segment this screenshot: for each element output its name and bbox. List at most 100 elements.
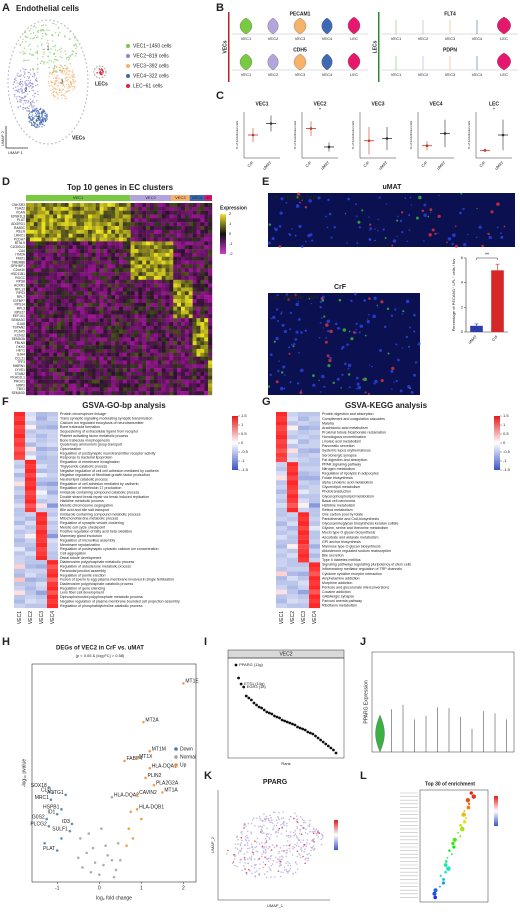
umap-cell — [314, 830, 317, 832]
heatmap-cell — [60, 302, 65, 307]
heatmap-cell — [84, 272, 89, 277]
heatmap-cell — [47, 520, 58, 526]
umap-cell — [283, 869, 286, 871]
term-label: Regulation of lipolysis in adipocytes — [322, 471, 379, 475]
umap-cell — [37, 30, 40, 32]
umap-cell — [60, 91, 62, 93]
heatmap-cell — [130, 318, 135, 323]
heatmap-cell — [134, 268, 139, 273]
umap-cell — [240, 836, 243, 839]
heatmap-cell — [37, 264, 42, 269]
point — [239, 682, 243, 686]
heatmap-cell — [84, 241, 89, 246]
heatmap-cell — [126, 341, 131, 346]
colorbar-tick-label: -1.5 — [241, 467, 249, 472]
term-label: Ascorbate and aldarate metabolism — [322, 535, 379, 539]
heatmap-cell — [64, 352, 69, 357]
point — [135, 757, 139, 760]
heatmap-cell — [208, 287, 213, 292]
heatmap-cell — [41, 252, 46, 257]
umap-cell — [37, 124, 39, 127]
stain — [410, 204, 413, 206]
stain — [408, 214, 411, 217]
umap-cell — [282, 811, 284, 813]
heatmap-cell — [99, 341, 104, 346]
heatmap-cell — [200, 264, 205, 269]
umap-cell — [34, 122, 37, 125]
heatmap-cell — [72, 352, 77, 357]
heatmap-cell — [111, 391, 116, 396]
point — [316, 736, 320, 740]
umap-cell — [26, 93, 29, 95]
heatmap-cell — [53, 226, 58, 231]
heatmap-cell — [103, 329, 108, 334]
heatmap-cell — [298, 566, 309, 572]
heatmap-cell — [36, 573, 47, 578]
heatmap-cell — [37, 214, 42, 219]
heatmap-cell — [103, 210, 108, 215]
term-label: Nitrogen metabolism — [322, 467, 355, 471]
heatmap-cell — [64, 299, 69, 304]
heatmap-cell — [196, 360, 201, 365]
heatmap-cell — [196, 214, 201, 219]
heatmap-cell — [111, 279, 116, 284]
heatmap-cell — [188, 214, 193, 219]
umap-cell — [74, 55, 77, 57]
umap-cell — [74, 76, 76, 78]
heatmap-cell — [196, 218, 201, 223]
stain — [373, 296, 377, 300]
umap-cell — [264, 837, 267, 840]
heatmap-cell — [53, 371, 58, 376]
heatmap-cell — [14, 542, 25, 548]
heatmap-cell — [84, 341, 89, 346]
heatmap-cell — [41, 356, 46, 361]
heatmap-cell — [298, 576, 309, 581]
point-label: ID3 — [62, 819, 70, 825]
heatmap-cell — [49, 364, 54, 369]
heatmap-cell — [208, 249, 213, 254]
heatmap-cell — [157, 387, 162, 392]
heatmap-cell — [29, 337, 34, 342]
heatmap-cell — [111, 356, 116, 361]
group-label: VEC2 — [145, 195, 156, 200]
heatmap-cell — [111, 287, 116, 292]
heatmap-cell — [146, 264, 151, 269]
heatmap-cell — [64, 322, 69, 327]
heatmap-cell — [153, 348, 158, 353]
umap-cell — [52, 91, 54, 93]
umap-cell — [250, 855, 253, 858]
umap-cell — [304, 862, 306, 865]
heatmap-cell — [72, 375, 77, 380]
heatmap-cell — [14, 577, 25, 582]
heatmap-cell — [192, 383, 197, 388]
gene-label: PDPN — [443, 47, 457, 53]
heatmap-cell — [200, 322, 205, 327]
heatmap-cell — [95, 322, 100, 327]
heatmap-cell — [47, 516, 58, 521]
stain — [478, 225, 482, 229]
heatmap-cell — [119, 295, 124, 300]
stain — [276, 294, 279, 297]
heatmap-cell — [298, 521, 309, 527]
heatmap-cell — [192, 272, 197, 277]
heatmap-cell — [184, 279, 189, 284]
umap-cell — [267, 819, 270, 821]
heatmap-cell — [84, 371, 89, 376]
umap-cell — [309, 819, 311, 822]
stain — [423, 240, 425, 242]
heatmap-cell — [138, 295, 143, 300]
heatmap-cell — [60, 356, 65, 361]
heatmap-cell — [200, 345, 205, 350]
umap-cell — [61, 80, 63, 82]
side-label: LECs — [372, 40, 378, 53]
heatmap-cell — [25, 525, 36, 530]
heatmap-cell — [25, 512, 36, 517]
heatmap-cell — [138, 203, 143, 208]
heatmap-cell — [33, 318, 38, 323]
stain — [269, 373, 272, 377]
heatmap-cell — [88, 283, 93, 288]
heatmap-cell — [150, 272, 155, 277]
heatmap-cell — [36, 477, 47, 482]
enrichment-dot — [459, 835, 462, 838]
heatmap-cell — [138, 310, 143, 315]
